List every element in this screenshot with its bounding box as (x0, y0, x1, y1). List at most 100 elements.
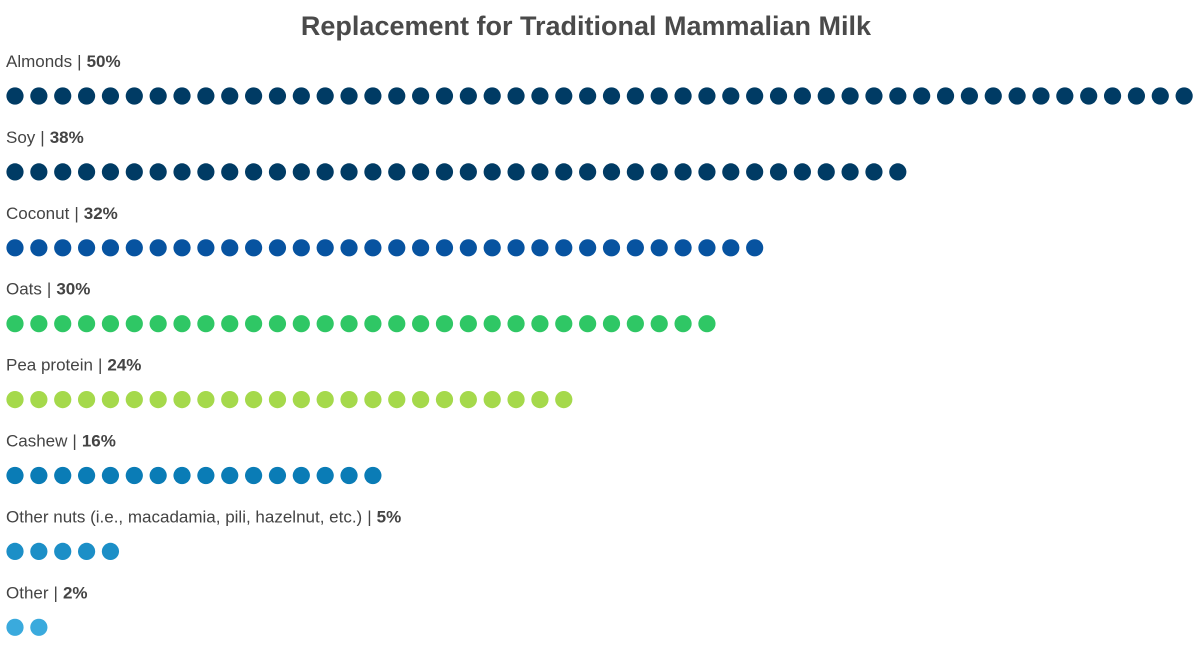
dot (292, 391, 310, 409)
dot (364, 87, 382, 105)
dot (483, 391, 501, 409)
dot (197, 239, 215, 257)
dot (101, 466, 120, 485)
dot (865, 87, 883, 105)
dot (841, 163, 859, 181)
dot (865, 163, 883, 181)
dot (268, 315, 287, 333)
dot (101, 87, 120, 105)
dot (173, 163, 191, 181)
dot (316, 315, 334, 333)
dot (483, 239, 501, 257)
dot (316, 391, 334, 409)
category-label: Almonds (6, 52, 72, 71)
dot (412, 163, 430, 181)
dot (77, 391, 96, 409)
dot (245, 466, 263, 485)
dot (746, 163, 764, 181)
dot (173, 239, 191, 257)
dot (125, 163, 143, 181)
category-label: Coconut (6, 204, 70, 223)
dot (388, 315, 406, 333)
separator: | (47, 280, 51, 299)
separator: | (367, 508, 371, 527)
dot (30, 391, 48, 409)
dot (579, 163, 597, 181)
dot (30, 315, 48, 333)
dot (1175, 87, 1193, 105)
chart-title: Replacement for Traditional Mammalian Mi… (301, 11, 872, 41)
dot (602, 87, 621, 105)
dot (30, 87, 48, 105)
dot (149, 466, 167, 485)
row-label: Soy | 38% (6, 128, 84, 147)
value-label: 16% (82, 432, 116, 451)
dot (101, 315, 120, 333)
dot (316, 87, 334, 105)
dot (149, 315, 167, 333)
separator: | (54, 584, 58, 603)
dot (674, 163, 692, 181)
dot (54, 315, 72, 333)
value-label: 24% (107, 356, 141, 375)
dot (507, 391, 525, 409)
dot (746, 239, 764, 257)
dot (579, 239, 597, 257)
dot (77, 466, 96, 485)
dot (221, 391, 239, 409)
dot (698, 163, 716, 181)
separator: | (98, 356, 102, 375)
dot (30, 618, 48, 636)
dot (173, 391, 191, 409)
dot (602, 239, 621, 257)
dot (435, 391, 454, 409)
value-label: 5% (377, 508, 402, 527)
dot (364, 239, 382, 257)
dot (936, 87, 955, 105)
dot (435, 315, 454, 333)
dot (101, 239, 120, 257)
row-label: Almonds | 50% (6, 52, 121, 71)
dot (388, 391, 406, 409)
dot (483, 87, 501, 105)
dot (1103, 87, 1122, 105)
dot (292, 466, 310, 485)
dot (626, 239, 644, 257)
dot (54, 87, 72, 105)
dot (316, 239, 334, 257)
dot (650, 163, 668, 181)
dot (793, 163, 811, 181)
separator: | (74, 204, 78, 223)
dot (626, 315, 644, 333)
dot (722, 239, 740, 257)
dot (459, 315, 477, 333)
dot (197, 163, 215, 181)
dot (889, 163, 907, 181)
dot (101, 391, 120, 409)
dot (412, 87, 430, 105)
value-label: 50% (87, 52, 121, 71)
dot (960, 87, 979, 105)
dot (364, 163, 382, 181)
dot (6, 87, 24, 105)
dot (531, 391, 549, 409)
dot (412, 239, 430, 257)
dot (650, 239, 668, 257)
dot (1080, 87, 1098, 105)
dot (268, 87, 287, 105)
dot (30, 542, 48, 561)
dot (340, 391, 358, 409)
dot (579, 315, 597, 333)
dot (77, 315, 96, 333)
dot (101, 542, 120, 561)
dot (841, 87, 859, 105)
dot (125, 315, 143, 333)
dot (77, 87, 96, 105)
dot (268, 391, 287, 409)
dot (292, 163, 310, 181)
dot (197, 87, 215, 105)
dot (793, 87, 811, 105)
dot (268, 466, 287, 485)
row-label: Other | 2% (6, 584, 88, 603)
dot (340, 163, 358, 181)
